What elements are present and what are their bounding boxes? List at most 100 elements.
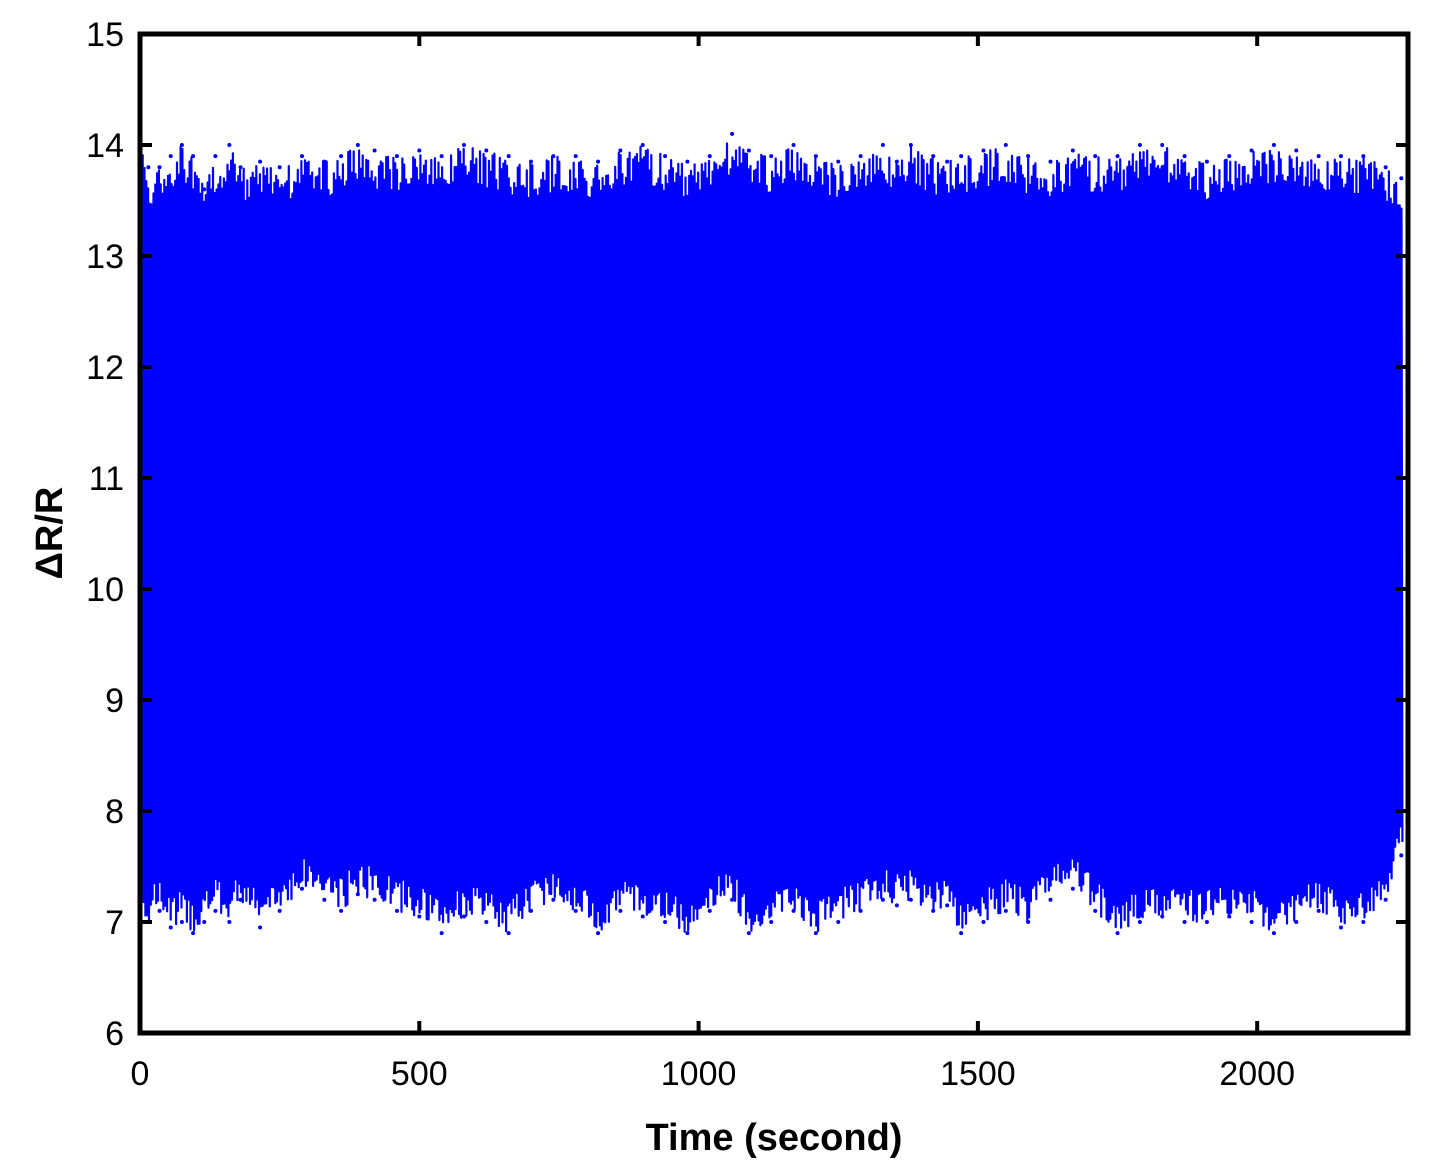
- peak-point: [1249, 148, 1254, 153]
- trough-point: [618, 908, 623, 913]
- peak-point: [461, 143, 466, 147]
- peak-point: [931, 154, 936, 159]
- trough-point: [663, 920, 668, 924]
- x-tick-label: 0: [131, 1055, 150, 1093]
- trough-point: [1070, 886, 1075, 891]
- peak-point: [1399, 176, 1404, 181]
- peak-point: [439, 154, 444, 159]
- trough-point: [640, 914, 645, 919]
- trough-point: [1383, 897, 1388, 902]
- trough-point: [880, 897, 885, 902]
- peak-point: [213, 154, 218, 159]
- trough-point: [179, 920, 184, 924]
- peak-point: [1204, 159, 1209, 164]
- peak-point: [1093, 154, 1098, 159]
- trough-point: [813, 931, 818, 936]
- peak-point: [894, 159, 899, 164]
- trough-point: [959, 931, 964, 936]
- peak-point: [791, 143, 796, 147]
- peak-point: [168, 154, 173, 159]
- peak-point: [1338, 154, 1343, 159]
- trough-point: [227, 920, 232, 924]
- peak-point: [529, 159, 534, 164]
- peak-point: [685, 159, 690, 164]
- trough-point: [168, 925, 173, 930]
- trough-point: [529, 908, 534, 913]
- trough-point: [417, 914, 422, 919]
- peak-point: [277, 165, 282, 170]
- trough-point: [1003, 908, 1008, 913]
- trough-point: [1026, 920, 1031, 924]
- trough-point: [1271, 931, 1276, 936]
- peak-point: [157, 165, 162, 170]
- trough-point: [1294, 920, 1299, 924]
- trough-point: [769, 920, 774, 924]
- trough-point: [299, 886, 304, 891]
- trough-point: [372, 897, 377, 902]
- x-tick-label: 2000: [1219, 1055, 1295, 1093]
- peak-point: [1316, 154, 1321, 159]
- peak-point: [1182, 154, 1187, 159]
- trough-point: [1316, 908, 1321, 913]
- peak-point: [1361, 154, 1366, 159]
- y-tick-label: 15: [86, 16, 124, 54]
- y-tick-label: 14: [86, 127, 124, 165]
- trough-point: [1204, 920, 1209, 924]
- peak-point: [836, 159, 841, 164]
- trough-point: [1227, 914, 1232, 919]
- trough-point: [858, 908, 863, 913]
- peak-point: [945, 159, 950, 164]
- peak-point: [394, 154, 399, 159]
- trough-point: [894, 903, 899, 908]
- trough-point: [596, 931, 601, 936]
- x-tick-label: 1500: [940, 1055, 1016, 1093]
- peak-point: [813, 154, 818, 159]
- x-tick-label: 500: [391, 1055, 448, 1093]
- trough-point: [685, 931, 690, 936]
- peak-point: [1003, 143, 1008, 147]
- x-axis-title: Time (second): [646, 1117, 903, 1159]
- peak-point: [238, 165, 243, 170]
- peak-point: [618, 148, 623, 153]
- y-tick-label: 13: [86, 238, 124, 276]
- trough-point: [1249, 920, 1254, 924]
- trough-point: [707, 908, 712, 913]
- peak-point: [339, 154, 344, 159]
- peak-point: [707, 154, 712, 159]
- peak-point: [202, 187, 207, 192]
- peak-point: [663, 154, 668, 159]
- trough-point: [931, 908, 936, 913]
- trough-point: [157, 908, 162, 913]
- peak-point: [1227, 154, 1232, 159]
- peak-point: [227, 143, 232, 147]
- peak-point: [1048, 159, 1053, 164]
- peak-point: [730, 131, 735, 136]
- y-tick-label: 11: [89, 460, 124, 498]
- trough-point: [322, 897, 327, 902]
- peak-point: [1294, 148, 1299, 153]
- peak-point: [179, 143, 184, 147]
- trough-point: [551, 897, 556, 902]
- trough-point: [1399, 853, 1404, 858]
- peak-point: [484, 148, 489, 153]
- y-axis-title: ΔR/R: [29, 487, 71, 580]
- peak-point: [746, 148, 751, 153]
- trough-point: [908, 897, 913, 902]
- trough-point: [461, 914, 466, 919]
- peak-point: [573, 154, 578, 159]
- trough-point: [439, 931, 444, 936]
- peak-point: [1026, 154, 1031, 159]
- peak-point: [258, 159, 263, 164]
- trough-point: [1115, 931, 1120, 936]
- y-tick-label: 8: [105, 793, 124, 831]
- trough-point: [258, 925, 263, 930]
- trough-point: [191, 931, 196, 936]
- peak-point: [880, 143, 885, 147]
- peak-point: [1383, 165, 1388, 170]
- trough-point: [484, 920, 489, 924]
- peak-point: [959, 154, 964, 159]
- trough-point: [746, 931, 751, 936]
- peak-point: [551, 154, 556, 159]
- trough-point: [355, 892, 360, 897]
